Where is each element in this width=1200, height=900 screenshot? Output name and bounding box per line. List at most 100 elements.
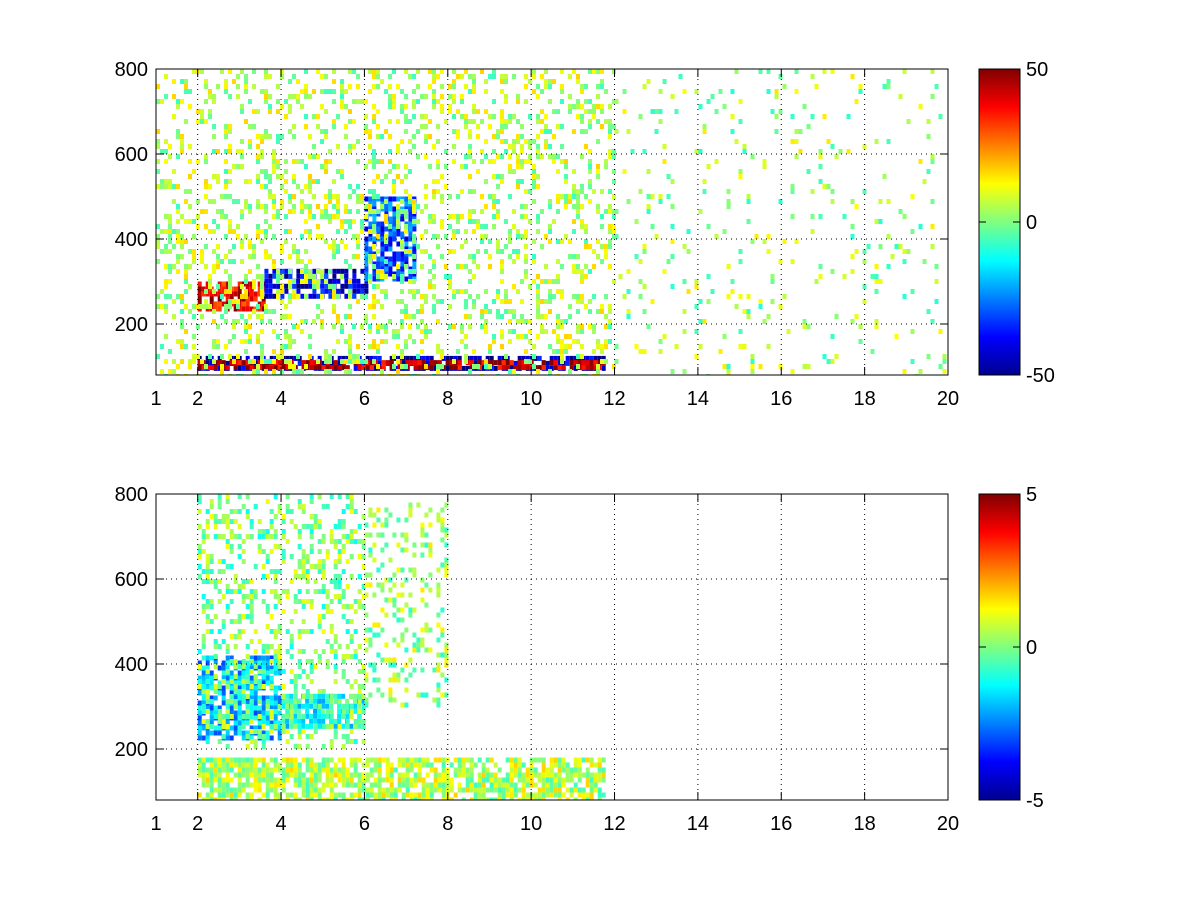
heatmap-cell <box>512 249 516 254</box>
heatmap-cell <box>204 179 208 184</box>
heatmap-cell <box>241 772 246 778</box>
heatmap-cell <box>381 365 386 371</box>
heatmap-cell <box>496 184 500 189</box>
heatmap-cell <box>373 365 378 371</box>
heatmap-cell <box>209 619 214 624</box>
heatmap-cell <box>229 675 234 681</box>
heatmap-cell <box>180 319 184 324</box>
heatmap-cell <box>345 619 350 624</box>
heatmap-cell <box>289 714 294 719</box>
heatmap-cell <box>710 94 715 99</box>
heatmap-cell <box>714 159 719 164</box>
heatmap-cell <box>461 762 466 768</box>
heatmap-cell <box>504 289 508 294</box>
heatmap-cell <box>388 236 393 242</box>
heatmap-cell <box>264 209 268 214</box>
heatmap-cell <box>333 649 338 654</box>
heatmap-cell <box>730 129 735 134</box>
heatmap-cell <box>556 154 560 159</box>
heatmap-cell <box>233 762 238 768</box>
heatmap-cell <box>524 204 528 209</box>
heatmap-cell <box>249 579 254 584</box>
heatmap-cell <box>197 286 202 292</box>
heatmap-cell <box>345 777 350 783</box>
heatmap-cell <box>770 274 775 279</box>
heatmap-cell <box>245 792 250 798</box>
heatmap-cell <box>233 589 238 594</box>
heatmap-cell <box>529 777 534 783</box>
heatmap-cell <box>228 219 232 224</box>
heatmap-cell <box>528 219 532 224</box>
heatmap-cell <box>368 572 373 578</box>
heatmap-cell <box>360 359 364 364</box>
heatmap-cell <box>213 695 218 701</box>
heatmap-cell <box>460 74 464 79</box>
heatmap-cell <box>521 762 526 768</box>
heatmap-cell <box>380 231 385 237</box>
heatmap-cell <box>714 109 719 114</box>
heatmap-cell <box>444 502 449 508</box>
heatmap-cell <box>520 214 524 219</box>
heatmap-cell <box>176 99 180 104</box>
heatmap-cell <box>556 124 560 129</box>
heatmap-cell <box>160 184 164 189</box>
heatmap-cell <box>484 304 488 309</box>
heatmap-cell <box>596 254 600 259</box>
heatmap-cell <box>180 309 184 314</box>
heatmap-cell <box>568 304 572 309</box>
heatmap-cell <box>377 757 382 763</box>
heatmap-cell <box>573 787 578 793</box>
heatmap-cell <box>317 559 322 564</box>
heatmap-cell <box>248 139 252 144</box>
heatmap-cell <box>372 271 377 277</box>
heatmap-cell <box>204 154 208 159</box>
heatmap-cell <box>325 713 330 719</box>
heatmap-cell <box>396 214 400 219</box>
heatmap-cell <box>332 324 336 329</box>
heatmap-cell <box>862 249 867 254</box>
heatmap-cell <box>392 261 397 267</box>
heatmap-cell <box>184 274 188 279</box>
heatmap-cell <box>834 154 839 159</box>
heatmap-cell <box>484 359 488 364</box>
heatmap-cell <box>372 314 376 319</box>
heatmap-cell <box>209 792 214 798</box>
heatmap-cell <box>464 119 468 124</box>
heatmap-cell <box>686 229 691 234</box>
heatmap-cell <box>317 564 322 569</box>
heatmap-cell <box>508 144 512 149</box>
heatmap-cell <box>818 154 823 159</box>
heatmap-cell <box>420 532 425 538</box>
heatmap-cell <box>233 680 238 686</box>
heatmap-cell <box>369 782 374 788</box>
heatmap-cell <box>313 782 318 788</box>
heatmap-cell <box>328 354 332 359</box>
heatmap-cell <box>492 194 496 199</box>
heatmap-cell <box>549 772 554 778</box>
heatmap-cell <box>244 119 248 124</box>
heatmap-cell <box>404 241 409 247</box>
heatmap-cell <box>392 532 397 538</box>
heatmap-cell <box>333 539 338 544</box>
heatmap-cell <box>360 99 364 104</box>
heatmap-cell <box>285 539 290 544</box>
heatmap-cell <box>349 797 354 800</box>
heatmap-cell <box>221 782 226 788</box>
heatmap-cell <box>321 584 326 589</box>
heatmap-cell <box>280 244 284 249</box>
heatmap-cell <box>376 69 380 74</box>
heatmap-cell <box>297 529 302 534</box>
heatmap-cell <box>288 94 292 99</box>
heatmap-cell <box>468 209 472 214</box>
heatmap-cell <box>289 654 294 659</box>
heatmap-cell <box>356 244 360 249</box>
heatmap-cell <box>376 344 380 349</box>
heatmap-cell <box>428 284 432 289</box>
heatmap-cell <box>341 519 346 524</box>
heatmap-cell <box>156 239 160 244</box>
heatmap-cell <box>321 569 326 574</box>
heatmap-cell <box>457 365 462 371</box>
heatmap-cell <box>229 787 234 793</box>
heatmap-cell <box>428 552 433 558</box>
heatmap-cell <box>224 129 228 134</box>
